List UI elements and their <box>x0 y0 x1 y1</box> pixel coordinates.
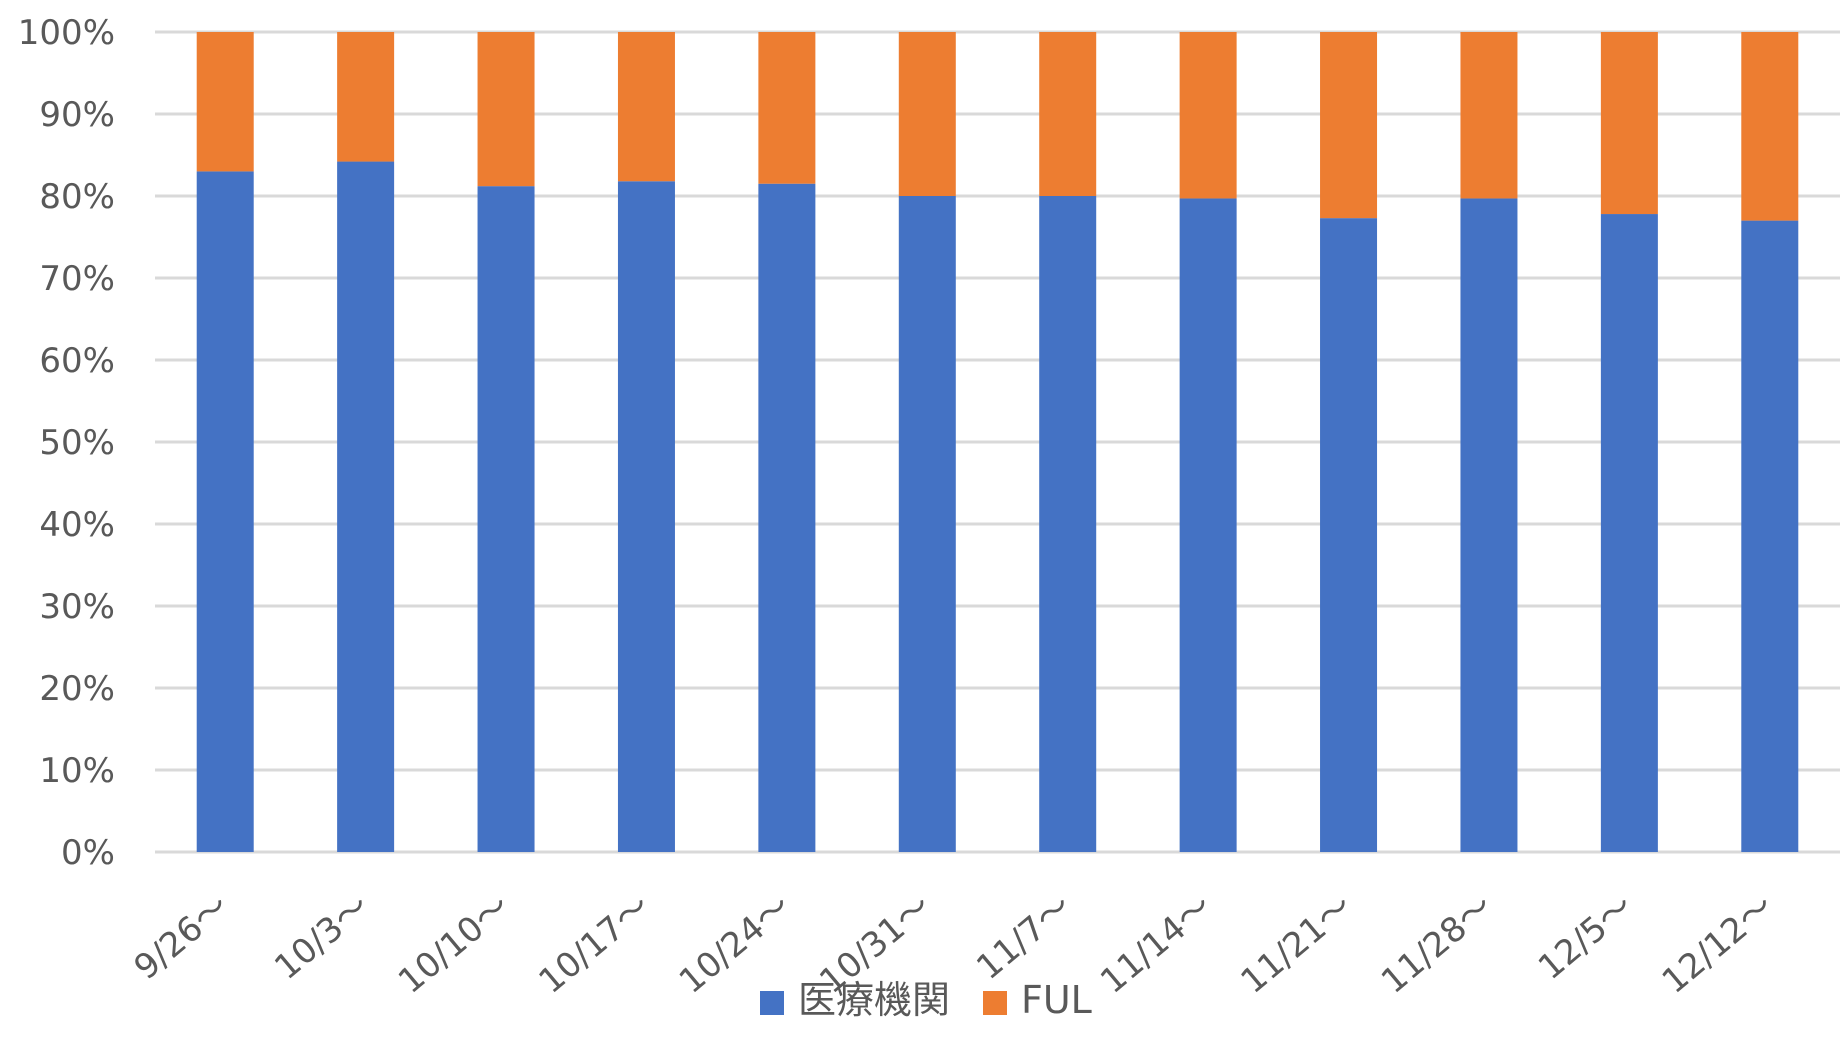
bar-segment-series-2 <box>1039 32 1097 196</box>
bar-segment-series-1 <box>477 186 535 852</box>
bar-segment-series-1 <box>898 196 956 852</box>
x-tick-label: 10/24～ <box>672 886 799 1001</box>
y-tick-label: 50% <box>39 423 115 463</box>
legend-swatch <box>983 991 1007 1015</box>
bar-segment-series-2 <box>1179 32 1237 199</box>
x-tick-label: 11/21～ <box>1234 886 1361 1001</box>
y-axis: 0% 10% 20% 30% 40% 50% 60% 70% 80% 90% 100% <box>18 13 115 873</box>
bar-segment-series-1 <box>758 183 816 852</box>
x-tick-label: 10/17～ <box>531 886 658 1001</box>
bar-segment-series-2 <box>196 32 254 172</box>
x-axis: 9/26～ 10/3～ 10/10～ 10/17～ 10/24～ 10/31～ 11/7～ 1… <box>127 886 1782 1001</box>
bar-segment-series-2 <box>1741 32 1799 221</box>
legend-item: FUL <box>983 978 1092 1022</box>
y-tick-label: 100% <box>18 13 115 53</box>
bar-segment-series-2 <box>1460 32 1518 199</box>
y-tick-label: 0% <box>61 833 115 873</box>
grid-layer <box>155 30 1840 854</box>
x-tick-label: 11/7～ <box>969 886 1079 988</box>
x-tick-label: 10/10～ <box>391 886 518 1001</box>
bar-segment-series-2 <box>898 32 956 196</box>
bar-segment-series-2 <box>1600 32 1658 215</box>
bar-segment-series-2 <box>758 32 816 184</box>
x-tick-label: 11/28～ <box>1374 886 1501 1001</box>
x-tick-label: 11/14～ <box>1093 886 1220 1001</box>
y-tick-label: 30% <box>39 587 115 627</box>
bar-segment-series-1 <box>617 181 675 853</box>
x-tick-label: 10/3～ <box>267 886 377 988</box>
bar-segment-series-1 <box>1039 196 1097 852</box>
bar-segment-series-1 <box>1320 218 1378 852</box>
y-tick-label: 60% <box>39 341 115 381</box>
legend-item: 医療機関 <box>760 978 950 1022</box>
legend-swatch <box>760 991 784 1015</box>
legend: 医療機関 FUL <box>760 978 1092 1022</box>
bar-segment-series-1 <box>1460 198 1518 852</box>
y-tick-label: 90% <box>39 95 115 135</box>
bar-segment-series-2 <box>477 32 535 187</box>
y-tick-label: 70% <box>39 259 115 299</box>
bar-segment-series-2 <box>337 32 395 162</box>
bar-segment-series-1 <box>337 161 395 852</box>
x-tick-label: 12/5～ <box>1531 886 1641 988</box>
x-tick-label: 12/12～ <box>1655 886 1782 1001</box>
y-tick-label: 80% <box>39 177 115 217</box>
legend-label: 医療機関 <box>798 978 950 1022</box>
bar-layer <box>196 32 1799 853</box>
bar-segment-series-2 <box>1320 32 1378 219</box>
bar-segment-series-1 <box>196 171 254 852</box>
bar-segment-series-2 <box>617 32 675 182</box>
bar-segment-series-1 <box>1741 220 1799 853</box>
y-tick-label: 40% <box>39 505 115 545</box>
bar-segment-series-1 <box>1600 214 1658 853</box>
legend-label: FUL <box>1021 978 1092 1022</box>
y-tick-label: 20% <box>39 669 115 709</box>
x-tick-label: 9/26～ <box>127 886 237 988</box>
y-tick-label: 10% <box>39 751 115 791</box>
bar-segment-series-1 <box>1179 198 1237 852</box>
